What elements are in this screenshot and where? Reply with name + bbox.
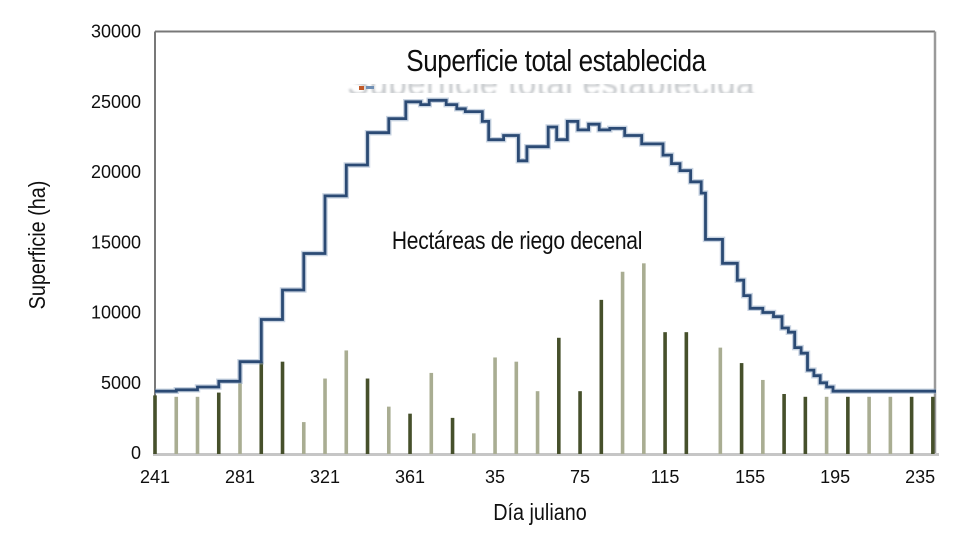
x-tick-label: 75: [570, 467, 590, 487]
ghost-blue-speck-icon: [366, 86, 374, 89]
bar-riego-decenal: [761, 379, 765, 454]
x-tick-label: 35: [485, 467, 505, 487]
bar-riego-decenal: [824, 396, 829, 454]
x-tick-label: 281: [225, 467, 255, 487]
bar-riego-decenal: [909, 396, 914, 454]
bar-riego-decenal: [429, 372, 434, 454]
bar-riego-decenal: [323, 378, 327, 454]
ghost-orange-speck-icon: [359, 86, 364, 90]
bar-riego-decenal: [718, 347, 723, 454]
bar-riego-decenal: [782, 393, 786, 454]
bar-riego-decenal: [386, 406, 391, 454]
erased-ghost-annotation: Superficie total establecida: [326, 84, 776, 93]
y-axis-title: Superficie (ha): [24, 180, 50, 310]
bar-riego-decenal: [344, 350, 349, 454]
bar-riego-decenal: [739, 363, 744, 454]
bar-riego-decenal: [153, 395, 157, 454]
bar-riego-decenal: [259, 361, 264, 454]
erased-ghost-text: Superficie total establecida: [333, 84, 770, 93]
bar-riego-decenal: [472, 433, 476, 454]
y-tick-label: 15000: [91, 232, 141, 252]
bar-riego-decenal: [557, 337, 561, 454]
x-tick-label: 241: [140, 467, 170, 487]
x-tick-label: 195: [820, 467, 850, 487]
bar-riego-decenal: [280, 361, 285, 454]
bar-riego-decenal: [301, 422, 306, 454]
bar-riego-decenal: [174, 396, 179, 454]
bar-riego-decenal: [195, 396, 200, 454]
x-tick-label: 361: [395, 467, 425, 487]
y-tick-label: 0: [131, 443, 141, 463]
x-tick-label: 321: [310, 467, 340, 487]
bar-riego-decenal: [493, 357, 497, 454]
bar-riego-decenal: [867, 396, 871, 454]
y-tick-label: 25000: [91, 92, 141, 112]
line-series-annotation: Superficie total establecida: [406, 43, 706, 78]
bar-riego-decenal: [535, 391, 540, 454]
bar-riego-decenal: [514, 361, 519, 454]
bar-riego-decenal: [450, 417, 455, 454]
y-tick-label: 20000: [91, 162, 141, 182]
x-tick-label: 235: [905, 467, 935, 487]
line-superficie-total: [155, 98, 936, 393]
bar-riego-decenal: [578, 391, 582, 454]
bar-riego-decenal: [931, 396, 935, 454]
bar-riego-decenal: [684, 332, 689, 454]
bar-riego-decenal: [238, 382, 242, 454]
bar-riego-decenal: [408, 413, 412, 454]
bar-riego-decenal: [620, 271, 625, 454]
bar-riego-decenal: [642, 263, 646, 454]
x-tick-label: 115: [651, 467, 680, 487]
bar-riego-decenal: [803, 396, 808, 454]
bar-series-annotation: Hectáreas de riego decenal: [391, 227, 643, 255]
bar-riego-decenal: [888, 396, 893, 454]
x-axis-title: Día juliano: [493, 499, 587, 525]
bar-riego-decenal: [846, 396, 850, 454]
bar-riego-decenal: [216, 392, 221, 454]
y-tick-label: 30000: [91, 22, 141, 42]
bar-riego-decenal: [599, 299, 604, 454]
y-tick-label: 10000: [91, 303, 141, 323]
x-tick-label: 155: [735, 467, 765, 487]
bar-riego-decenal: [365, 378, 370, 454]
y-tick-label: 5000: [101, 373, 141, 393]
bar-riego-decenal: [663, 332, 667, 454]
